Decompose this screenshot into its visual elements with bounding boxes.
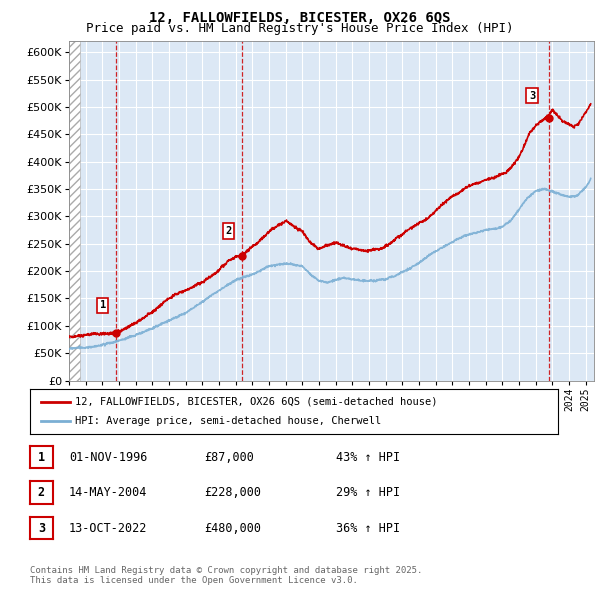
Text: 1: 1 (100, 300, 106, 310)
Text: 29% ↑ HPI: 29% ↑ HPI (336, 486, 400, 499)
Text: 3: 3 (529, 91, 535, 101)
Text: 2: 2 (38, 486, 45, 499)
Text: £228,000: £228,000 (204, 486, 261, 499)
Text: HPI: Average price, semi-detached house, Cherwell: HPI: Average price, semi-detached house,… (75, 417, 381, 426)
Text: £480,000: £480,000 (204, 522, 261, 535)
Text: Price paid vs. HM Land Registry's House Price Index (HPI): Price paid vs. HM Land Registry's House … (86, 22, 514, 35)
Text: 1: 1 (38, 451, 45, 464)
Text: 12, FALLOWFIELDS, BICESTER, OX26 6QS: 12, FALLOWFIELDS, BICESTER, OX26 6QS (149, 11, 451, 25)
Text: Contains HM Land Registry data © Crown copyright and database right 2025.
This d: Contains HM Land Registry data © Crown c… (30, 566, 422, 585)
Text: 12, FALLOWFIELDS, BICESTER, OX26 6QS (semi-detached house): 12, FALLOWFIELDS, BICESTER, OX26 6QS (se… (75, 397, 437, 407)
Text: 36% ↑ HPI: 36% ↑ HPI (336, 522, 400, 535)
Text: 3: 3 (38, 522, 45, 535)
Text: 2: 2 (225, 226, 232, 236)
Text: 13-OCT-2022: 13-OCT-2022 (69, 522, 148, 535)
Text: 43% ↑ HPI: 43% ↑ HPI (336, 451, 400, 464)
Text: £87,000: £87,000 (204, 451, 254, 464)
Text: 01-NOV-1996: 01-NOV-1996 (69, 451, 148, 464)
Text: 14-MAY-2004: 14-MAY-2004 (69, 486, 148, 499)
